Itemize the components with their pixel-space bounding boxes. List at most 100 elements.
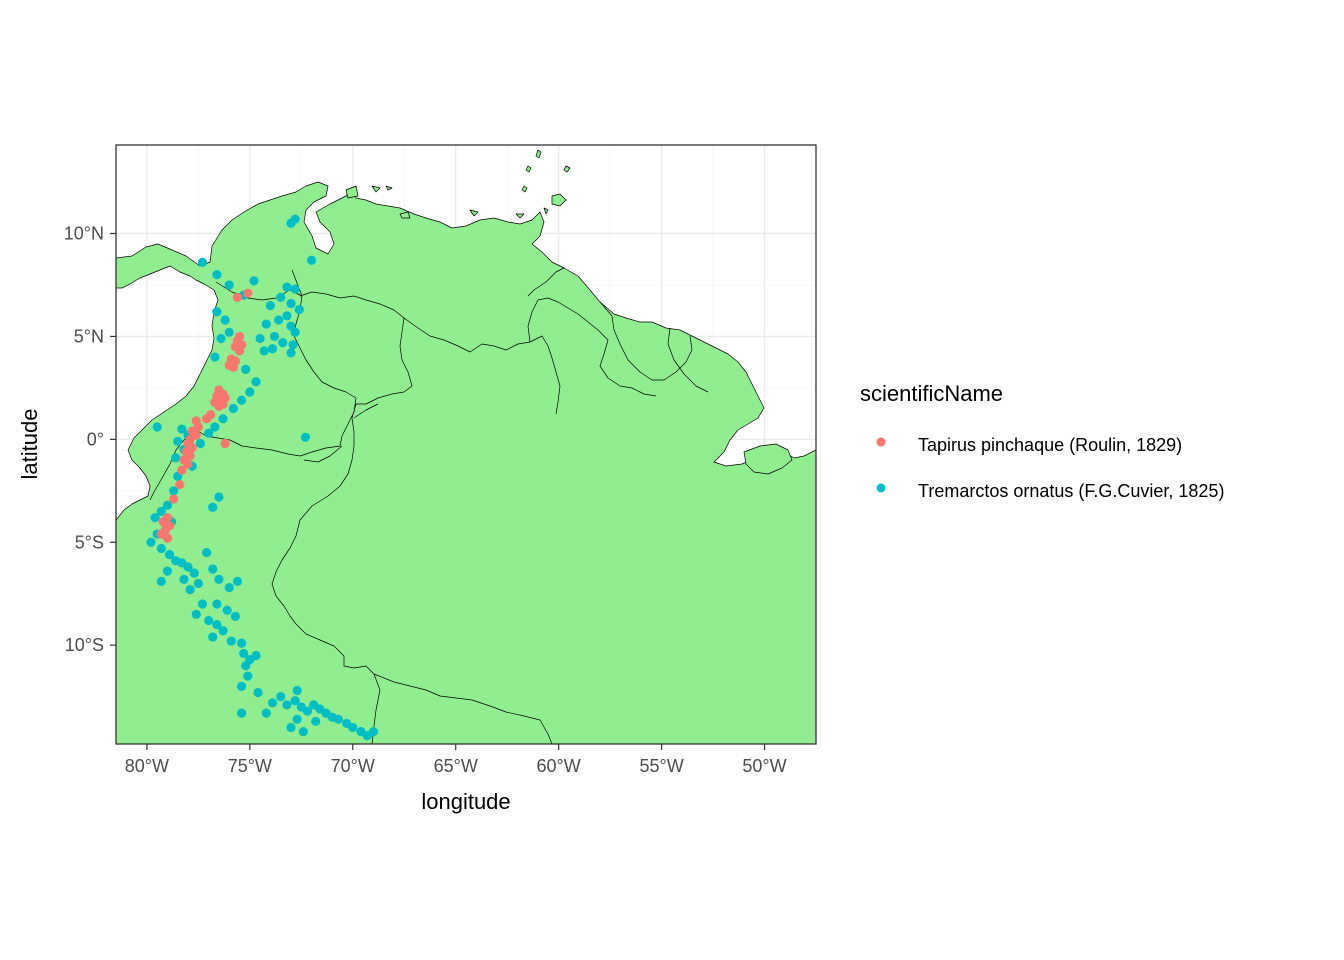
tremarctos-point [210,422,220,432]
tapirus-point [234,346,245,356]
country-borders [149,267,709,744]
tremarctos-point [302,706,313,716]
tremarctos-point [212,599,222,609]
legend-key-tapirus [876,437,886,447]
tremarctos-point [214,574,224,584]
tremarctos-point [243,671,253,681]
tremarctos-point [236,681,247,691]
tapirus-point [218,399,228,409]
tremarctos-point [333,714,343,724]
tremarctos-point [183,562,193,572]
x-tick-label: 70°W [331,756,375,776]
tremarctos-point [185,585,195,595]
tremarctos-point [300,432,311,442]
tapirus-point [177,465,187,475]
tremarctos-point [212,620,222,630]
tremarctos-point [224,280,234,290]
tremarctos-point [290,284,300,294]
tremarctos-point [177,424,187,434]
tremarctos-point [169,486,179,496]
tremarctos-point [290,327,300,337]
tremarctos-point [290,696,300,706]
x-tick-label: 65°W [434,756,478,776]
tremarctos-point [156,506,166,516]
tremarctos-point [212,307,222,317]
x-tick-label: 50°W [742,756,786,776]
tapirus-point [183,459,193,469]
tremarctos-point [265,300,276,311]
y-tick-label: 5°S [75,532,104,552]
tapirus-point [243,288,253,298]
tremarctos-point [294,305,304,315]
tremarctos-point [224,327,234,337]
tremarctos-point [282,282,292,292]
tremarctos-point [195,438,206,449]
y-axis-title: latitude [17,409,42,480]
tapirus-point [162,533,173,543]
tremarctos-point [236,708,247,718]
tremarctos-point [204,428,214,438]
y-tick-label: 0° [87,429,104,449]
occurrence-points [146,214,378,741]
tremarctos-point [261,708,271,718]
y-tick-label: 5°N [74,326,104,346]
axes: 80°W 75°W 70°W 65°W 60°W 55°W 50°W 10°N 5°N 0° 5°S… [64,224,787,776]
tremarctos-point [286,298,296,309]
tremarctos-point [220,315,230,325]
tremarctos-point [286,722,296,733]
tremarctos-point [251,377,261,387]
legend-key-tremarctos [876,483,886,493]
tremarctos-point [288,340,298,350]
tremarctos-point [146,537,156,547]
tremarctos-point [292,685,302,696]
tremarctos-point [228,403,238,414]
legend-title: scientificName [860,381,1003,406]
tremarctos-point [298,727,308,737]
tapirus-point [232,292,243,302]
tremarctos-point [276,692,286,702]
tremarctos-point [255,333,265,344]
tremarctos-point [193,578,203,589]
x-tick-label: 60°W [537,756,581,776]
tremarctos-point [253,687,263,698]
tremarctos-point [218,414,228,424]
tremarctos-point [197,599,208,609]
tremarctos-point [156,576,166,586]
tremarctos-point [267,344,278,354]
tremarctos-point [226,636,236,646]
tremarctos-point [276,292,286,302]
tremarctos-point [162,500,173,510]
x-axis-title: longitude [421,789,510,814]
tremarctos-point [214,492,224,502]
tremarctos-point [152,422,162,432]
tremarctos-point [216,333,226,344]
tapirus-point [220,438,230,449]
tremarctos-point [267,698,278,708]
tremarctos-point [236,395,247,405]
tremarctos-point [230,611,241,621]
tremarctos-point [239,648,249,659]
tremarctos-point [348,722,358,733]
tremarctos-point [269,331,280,342]
tremarctos-point [191,609,201,619]
tremarctos-point [236,638,247,648]
x-tick-label: 75°W [228,756,272,776]
tremarctos-point [212,270,222,280]
tremarctos-point [201,547,212,558]
tapirus-point [228,362,238,372]
tremarctos-point [224,582,234,593]
tremarctos-point [259,346,269,356]
tremarctos-point [249,276,259,286]
tremarctos-point [286,218,296,228]
tremarctos-point [278,338,288,348]
legend: scientificName Tapirus pinchaque (Roulin… [860,381,1224,501]
tremarctos-point [210,352,220,362]
tremarctos-point [156,543,166,554]
tremarctos-point [282,311,292,321]
tremarctos-point [232,576,243,586]
tremarctos-point [245,387,255,397]
trinidad [551,193,567,207]
tremarctos-point [150,512,160,523]
x-tick-label: 55°W [639,756,683,776]
